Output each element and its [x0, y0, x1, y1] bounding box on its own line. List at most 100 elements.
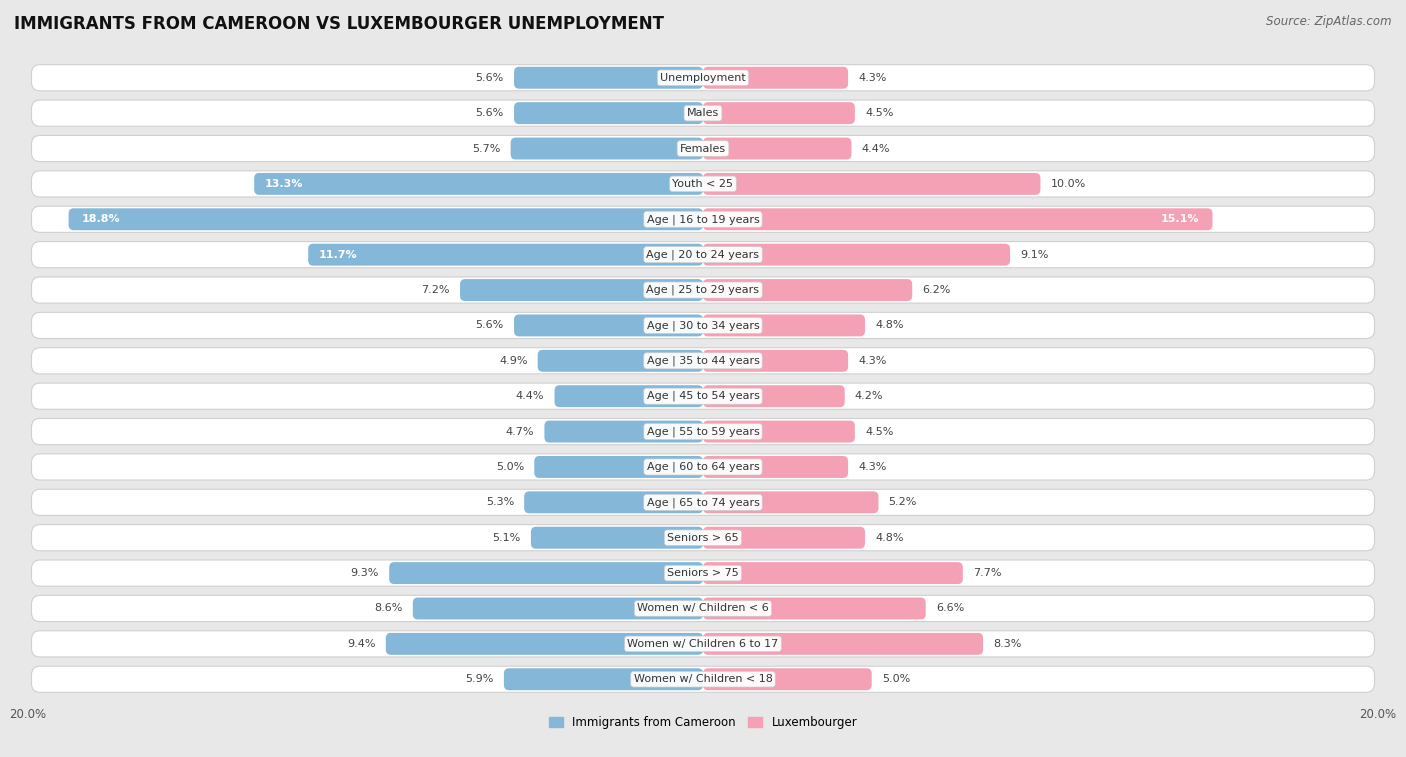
FancyBboxPatch shape [31, 347, 1375, 374]
FancyBboxPatch shape [703, 527, 865, 549]
Text: Women w/ Children < 18: Women w/ Children < 18 [634, 674, 772, 684]
FancyBboxPatch shape [385, 633, 703, 655]
Text: 4.9%: 4.9% [499, 356, 527, 366]
FancyBboxPatch shape [703, 67, 848, 89]
FancyBboxPatch shape [31, 666, 1375, 693]
Text: Age | 20 to 24 years: Age | 20 to 24 years [647, 249, 759, 260]
FancyBboxPatch shape [703, 138, 852, 160]
FancyBboxPatch shape [31, 560, 1375, 586]
Text: Age | 35 to 44 years: Age | 35 to 44 years [647, 356, 759, 366]
FancyBboxPatch shape [515, 314, 703, 336]
FancyBboxPatch shape [515, 67, 703, 89]
Text: 5.2%: 5.2% [889, 497, 917, 507]
FancyBboxPatch shape [69, 208, 703, 230]
FancyBboxPatch shape [31, 206, 1375, 232]
Text: Age | 45 to 54 years: Age | 45 to 54 years [647, 391, 759, 401]
Text: 4.7%: 4.7% [506, 427, 534, 437]
Text: Males: Males [688, 108, 718, 118]
Text: 5.6%: 5.6% [475, 73, 503, 83]
FancyBboxPatch shape [31, 64, 1375, 91]
FancyBboxPatch shape [703, 421, 855, 443]
Text: 4.3%: 4.3% [858, 462, 887, 472]
Text: 6.6%: 6.6% [936, 603, 965, 613]
Text: 4.2%: 4.2% [855, 391, 883, 401]
Text: 13.3%: 13.3% [264, 179, 302, 189]
Text: 15.1%: 15.1% [1160, 214, 1199, 224]
Text: Age | 30 to 34 years: Age | 30 to 34 years [647, 320, 759, 331]
Text: 4.4%: 4.4% [862, 144, 890, 154]
FancyBboxPatch shape [31, 383, 1375, 410]
FancyBboxPatch shape [413, 597, 703, 619]
FancyBboxPatch shape [703, 491, 879, 513]
Text: Seniors > 75: Seniors > 75 [666, 568, 740, 578]
FancyBboxPatch shape [31, 313, 1375, 338]
Text: 6.2%: 6.2% [922, 285, 950, 295]
FancyBboxPatch shape [308, 244, 703, 266]
Text: Age | 65 to 74 years: Age | 65 to 74 years [647, 497, 759, 508]
FancyBboxPatch shape [703, 385, 845, 407]
FancyBboxPatch shape [31, 136, 1375, 161]
FancyBboxPatch shape [531, 527, 703, 549]
Text: Source: ZipAtlas.com: Source: ZipAtlas.com [1267, 15, 1392, 28]
Text: Females: Females [681, 144, 725, 154]
Text: 7.7%: 7.7% [973, 568, 1001, 578]
Text: Seniors > 65: Seniors > 65 [668, 533, 738, 543]
FancyBboxPatch shape [537, 350, 703, 372]
FancyBboxPatch shape [524, 491, 703, 513]
FancyBboxPatch shape [254, 173, 703, 195]
Text: Age | 16 to 19 years: Age | 16 to 19 years [647, 214, 759, 225]
Text: 5.1%: 5.1% [492, 533, 520, 543]
Text: 18.8%: 18.8% [82, 214, 121, 224]
FancyBboxPatch shape [389, 562, 703, 584]
Text: 5.7%: 5.7% [472, 144, 501, 154]
Text: Youth < 25: Youth < 25 [672, 179, 734, 189]
Text: 4.8%: 4.8% [875, 320, 904, 330]
Text: 5.3%: 5.3% [486, 497, 515, 507]
FancyBboxPatch shape [703, 279, 912, 301]
FancyBboxPatch shape [31, 454, 1375, 480]
Text: 7.2%: 7.2% [422, 285, 450, 295]
Text: 9.4%: 9.4% [347, 639, 375, 649]
FancyBboxPatch shape [31, 489, 1375, 516]
FancyBboxPatch shape [703, 350, 848, 372]
FancyBboxPatch shape [534, 456, 703, 478]
Text: 8.3%: 8.3% [993, 639, 1022, 649]
FancyBboxPatch shape [703, 244, 1010, 266]
Text: 5.6%: 5.6% [475, 320, 503, 330]
FancyBboxPatch shape [703, 456, 848, 478]
FancyBboxPatch shape [503, 668, 703, 690]
Text: IMMIGRANTS FROM CAMEROON VS LUXEMBOURGER UNEMPLOYMENT: IMMIGRANTS FROM CAMEROON VS LUXEMBOURGER… [14, 15, 664, 33]
Text: 4.5%: 4.5% [865, 427, 893, 437]
FancyBboxPatch shape [31, 596, 1375, 621]
FancyBboxPatch shape [703, 633, 983, 655]
FancyBboxPatch shape [544, 421, 703, 443]
Text: 9.3%: 9.3% [350, 568, 380, 578]
FancyBboxPatch shape [703, 102, 855, 124]
FancyBboxPatch shape [703, 314, 865, 336]
Text: 4.3%: 4.3% [858, 356, 887, 366]
FancyBboxPatch shape [703, 668, 872, 690]
Text: 4.5%: 4.5% [865, 108, 893, 118]
FancyBboxPatch shape [460, 279, 703, 301]
Text: 5.9%: 5.9% [465, 674, 494, 684]
FancyBboxPatch shape [31, 419, 1375, 444]
FancyBboxPatch shape [31, 100, 1375, 126]
FancyBboxPatch shape [31, 171, 1375, 197]
Text: 5.0%: 5.0% [882, 674, 910, 684]
Text: Women w/ Children < 6: Women w/ Children < 6 [637, 603, 769, 613]
Text: Age | 60 to 64 years: Age | 60 to 64 years [647, 462, 759, 472]
FancyBboxPatch shape [510, 138, 703, 160]
Text: 4.8%: 4.8% [875, 533, 904, 543]
Text: 5.6%: 5.6% [475, 108, 503, 118]
FancyBboxPatch shape [703, 562, 963, 584]
Legend: Immigrants from Cameroon, Luxembourger: Immigrants from Cameroon, Luxembourger [544, 712, 862, 734]
FancyBboxPatch shape [31, 241, 1375, 268]
Text: 10.0%: 10.0% [1050, 179, 1085, 189]
FancyBboxPatch shape [31, 277, 1375, 303]
FancyBboxPatch shape [703, 597, 925, 619]
FancyBboxPatch shape [554, 385, 703, 407]
Text: 11.7%: 11.7% [318, 250, 357, 260]
Text: Women w/ Children 6 to 17: Women w/ Children 6 to 17 [627, 639, 779, 649]
Text: Age | 55 to 59 years: Age | 55 to 59 years [647, 426, 759, 437]
Text: Unemployment: Unemployment [661, 73, 745, 83]
